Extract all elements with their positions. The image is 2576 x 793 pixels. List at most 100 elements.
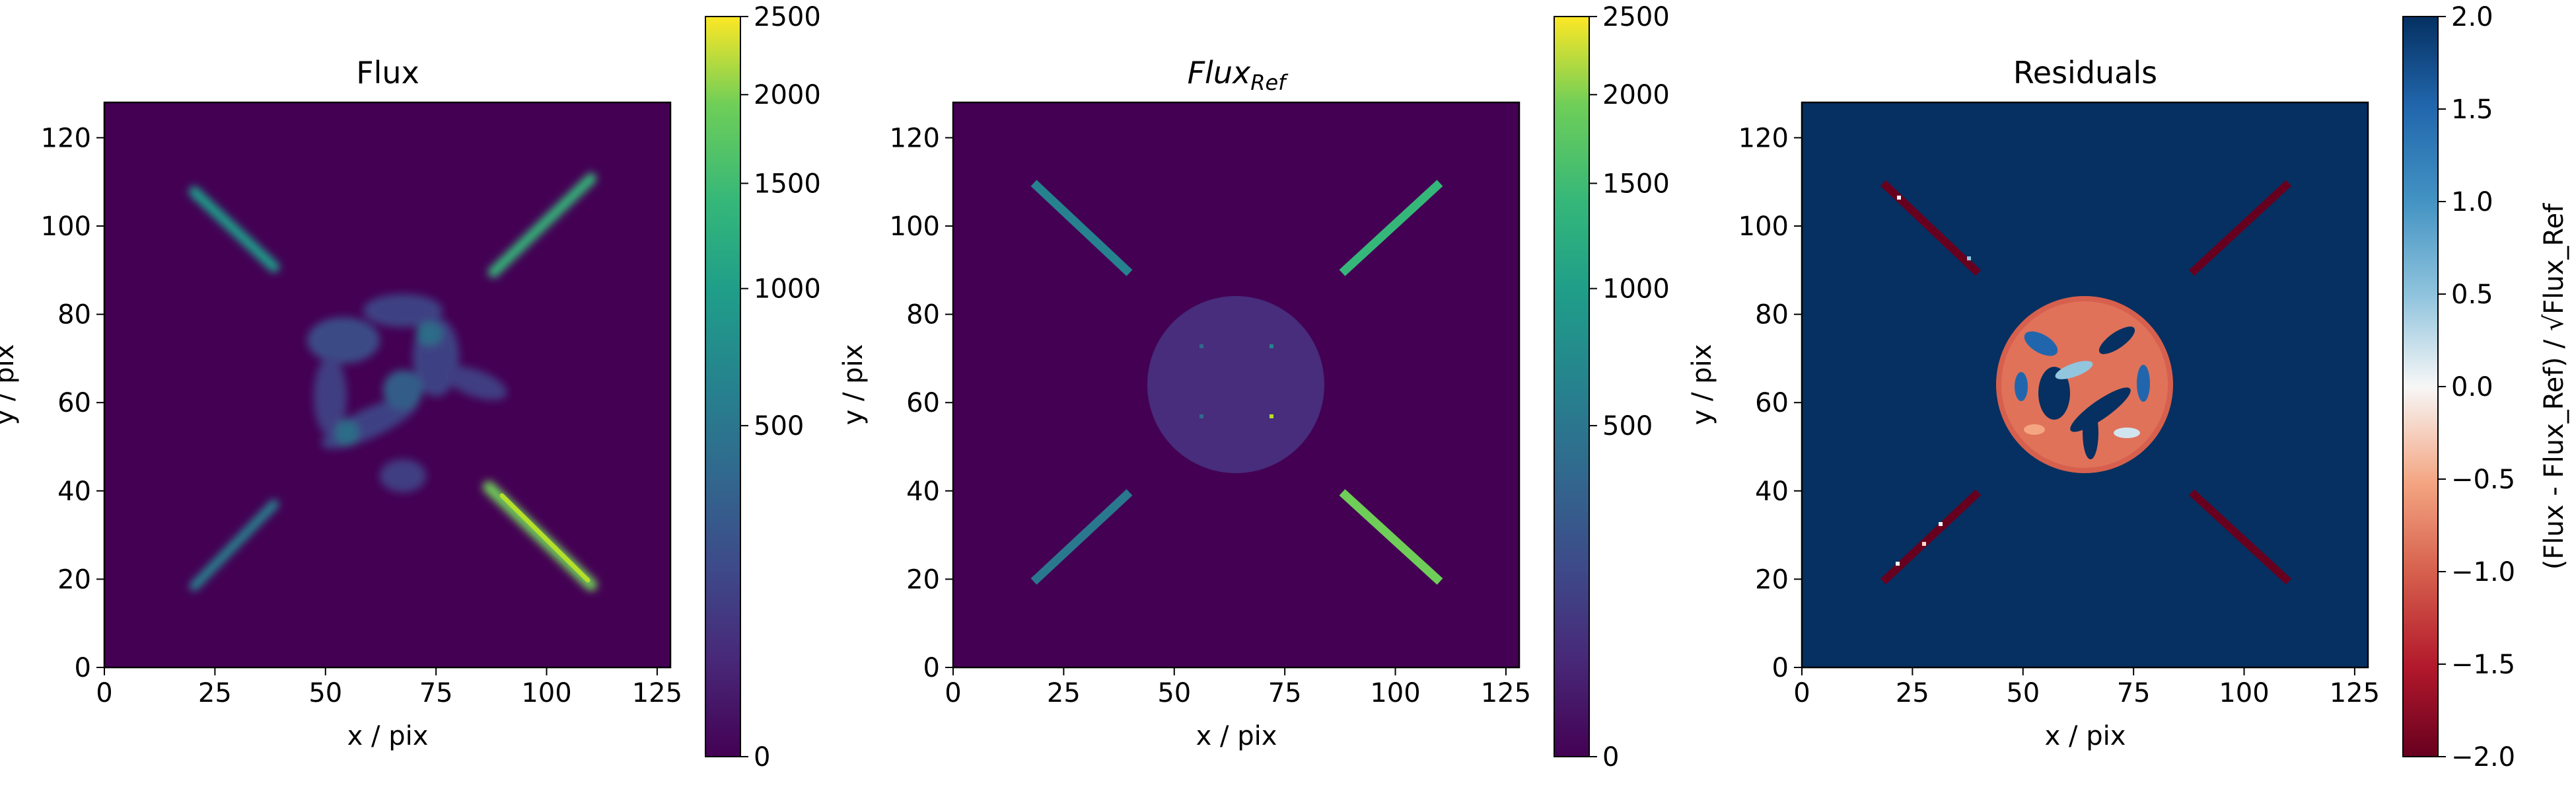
spike [488, 173, 596, 278]
x-tick-label: 75 [1268, 678, 1302, 708]
colorbar-tick-label: 2500 [1602, 2, 1670, 32]
disk-point [1270, 344, 1273, 348]
spike [189, 186, 279, 272]
y-tick-label: 80 [1755, 300, 1789, 330]
light-region [2024, 424, 2045, 435]
colorbar-tick-label: −0.5 [2451, 465, 2515, 495]
x-tick-label: 125 [1481, 678, 1531, 708]
panel-title: Flux [356, 55, 419, 91]
light-region [2055, 361, 2093, 379]
x-tick-label: 50 [1157, 678, 1191, 708]
y-tick-label: 60 [57, 388, 91, 418]
x-tick-label: 50 [2006, 678, 2040, 708]
light-region [2114, 428, 2140, 438]
spike [2188, 489, 2292, 585]
spike-pixel [1922, 542, 1926, 546]
colorbar-tick-label: 0 [1602, 742, 1619, 773]
x-axis: 0 25 50 75 100 125 [1793, 667, 2380, 708]
x-tick-label: 125 [2330, 678, 2380, 708]
colorbar-tick-label: −1.5 [2451, 650, 2515, 680]
x-tick-label: 100 [1370, 678, 1420, 708]
y-tick-label: 0 [923, 653, 940, 683]
colorbar-tick-label: −2.0 [2451, 742, 2515, 773]
colorbar-tick-label: 1000 [754, 274, 821, 305]
title-subscript: Ref [1250, 70, 1289, 95]
ref-spikes [1030, 180, 1443, 585]
disk-point [1199, 414, 1203, 418]
blue-region [2015, 372, 2028, 401]
spike [1030, 180, 1133, 276]
colorbar-tick-label: 2000 [754, 80, 821, 110]
spike [1030, 489, 1133, 585]
x-axis-label: x / pix [347, 721, 429, 751]
colorbar [1554, 16, 1590, 757]
filament [380, 459, 426, 492]
spike [1339, 180, 1443, 276]
colorbar-ticks: 0 500 1000 1500 2000 2500 [1589, 2, 1670, 773]
y-tick-label: 100 [1738, 211, 1789, 242]
x-tick-label: 25 [1047, 678, 1081, 708]
colorbar-tick-label: 1000 [1602, 274, 1670, 305]
x-tick-label: 0 [96, 678, 112, 708]
y-tick-label: 100 [890, 211, 940, 242]
spike [2188, 180, 2292, 276]
residual-disk-features [2001, 301, 2168, 468]
x-tick-label: 0 [1793, 678, 1810, 708]
colorbar-tick-label: 500 [1602, 411, 1653, 441]
colorbar-tick-label: 1500 [754, 169, 821, 199]
filament [335, 420, 359, 446]
y-axis: 0 20 40 60 80 100 120 [890, 123, 953, 683]
residual-spikes [1880, 180, 2292, 585]
y-tick-label: 80 [906, 300, 940, 330]
panel-title: Residuals [2013, 55, 2157, 91]
x-axis-label: x / pix [2045, 721, 2126, 751]
colorbar-ticks: 0 500 1000 1500 2000 2500 [740, 2, 821, 773]
blue-region [2083, 406, 2098, 459]
y-tick-label: 120 [1738, 123, 1789, 153]
colorbar-label: (Flux - Flux_Ref) / √Flux_Ref [2539, 203, 2569, 570]
colorbar-tick-label: 0.0 [2451, 372, 2493, 402]
panel-title: FluxRef [1188, 55, 1289, 95]
filament [314, 357, 347, 436]
colorbar-tick-label: 0.5 [2451, 280, 2493, 310]
panel-flux-ref: FluxRef 0 25 50 75 100 125 0 20 40 60 80 100 120 x … [838, 2, 1670, 773]
colorbar-ticks: −2.0 −1.5 −1.0 −0.5 0.0 0.5 1.0 1.5 2.0 [2438, 2, 2515, 773]
y-tick-label: 40 [57, 476, 91, 507]
y-axis-label: y / pix [0, 344, 20, 426]
x-tick-label: 25 [1896, 678, 1929, 708]
y-tick-label: 60 [906, 388, 940, 418]
colorbar-tick-label: 2.0 [2451, 2, 2493, 32]
plot-frame [952, 101, 1521, 669]
y-axis: 0 20 40 60 80 100 120 [41, 123, 104, 683]
x-tick-label: 75 [2117, 678, 2151, 708]
colorbar-tick-label: 0 [754, 742, 770, 773]
filament [307, 317, 380, 363]
x-tick-label: 0 [945, 678, 961, 708]
center-filaments [307, 294, 507, 492]
spike [1339, 489, 1443, 585]
spike-core [499, 493, 590, 583]
disk-point [1270, 414, 1273, 418]
plot-frame [1801, 101, 2369, 669]
disk-point [1199, 344, 1203, 348]
y-tick-label: 0 [75, 653, 91, 683]
x-tick-label: 25 [198, 678, 232, 708]
x-tick-label: 100 [2219, 678, 2269, 708]
x-axis-label: x / pix [1196, 721, 1277, 751]
y-tick-label: 40 [1755, 476, 1789, 507]
spike [1880, 489, 1982, 585]
filament [416, 322, 443, 346]
colorbar [705, 16, 741, 757]
y-tick-label: 20 [57, 564, 91, 595]
blue-region [2098, 326, 2135, 354]
colorbar-tick-label: 2000 [1602, 80, 1670, 110]
y-axis: 0 20 40 60 80 100 120 [1738, 123, 1802, 683]
x-tick-label: 100 [521, 678, 571, 708]
blue-region [2137, 365, 2150, 402]
y-tick-label: 20 [1755, 564, 1789, 595]
x-tick-label: 75 [419, 678, 453, 708]
y-tick-label: 100 [41, 211, 91, 242]
y-axis-label: y / pix [838, 344, 869, 426]
filament [363, 294, 443, 327]
plot-frame [103, 101, 672, 669]
